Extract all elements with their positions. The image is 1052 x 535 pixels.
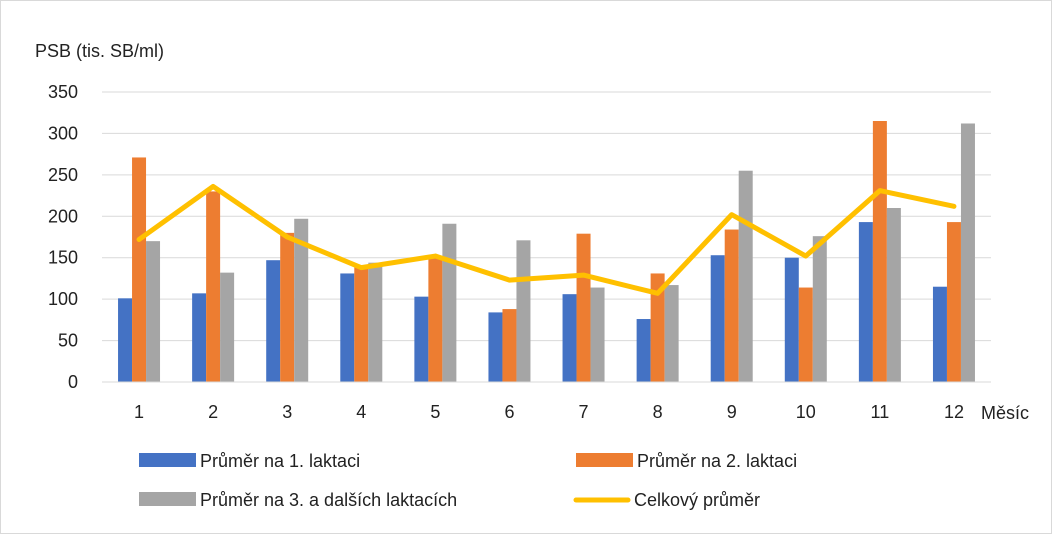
- y-tick-label: 0: [68, 372, 78, 392]
- bar-1-month-2: [192, 293, 207, 382]
- bar-2-month-4: [354, 266, 369, 382]
- y-tick-label: 300: [48, 123, 78, 143]
- bar-layer: [118, 121, 975, 382]
- legend-bar-swatch: [576, 453, 633, 467]
- bar-2-month-1: [132, 157, 147, 382]
- legend-label: Průměr na 1. laktaci: [200, 451, 360, 471]
- bar-2-month-7: [576, 233, 591, 382]
- bar-3-month-11: [886, 208, 901, 382]
- bar-2-month-5: [428, 257, 443, 382]
- bar-1-month-5: [414, 296, 429, 382]
- bar-2-month-3: [280, 232, 295, 382]
- x-tick-label: 10: [796, 402, 816, 422]
- x-tick-label: 5: [430, 402, 440, 422]
- bar-3-month-5: [442, 223, 457, 382]
- y-tick-label: 200: [48, 206, 78, 226]
- bar-1-month-3: [266, 260, 281, 382]
- x-axis-label: Měsíc: [981, 403, 1029, 423]
- bar-3-month-3: [294, 218, 309, 382]
- x-tick-label: 6: [504, 402, 514, 422]
- bar-1-month-7: [562, 294, 577, 382]
- legend-bar-swatch: [139, 492, 196, 506]
- bar-2-month-10: [798, 287, 813, 382]
- x-tick-label: 2: [208, 402, 218, 422]
- grid-layer: [102, 91, 991, 383]
- x-tick-label: 12: [944, 402, 964, 422]
- legend-label: Průměr na 3. a dalších laktacích: [200, 490, 457, 510]
- x-tick-label: 7: [579, 402, 589, 422]
- bar-3-month-2: [220, 272, 235, 382]
- x-tick-label: 1: [134, 402, 144, 422]
- x-tick-label: 3: [282, 402, 292, 422]
- bar-3-month-8: [664, 285, 679, 382]
- bar-1-month-12: [932, 286, 947, 382]
- bar-1-month-10: [784, 257, 799, 382]
- x-tick-label: 4: [356, 402, 366, 422]
- legend-layer: Průměr na 1. laktaci Průměr na 2. laktaci…: [139, 451, 797, 510]
- y-tick-label: 100: [48, 289, 78, 309]
- bar-2-month-9: [724, 229, 739, 382]
- bar-2-month-11: [872, 121, 887, 382]
- bar-3-month-1: [146, 241, 161, 382]
- legend-bar-swatch: [139, 453, 196, 467]
- y-tick-label: 350: [48, 82, 78, 102]
- bar-3-month-4: [368, 262, 383, 382]
- bar-3-month-7: [590, 287, 605, 382]
- x-tick-label: 8: [653, 402, 663, 422]
- bar-1-month-6: [488, 312, 503, 382]
- bar-1-month-1: [118, 298, 133, 382]
- bar-2-month-2: [206, 191, 221, 382]
- bar-3-month-12: [960, 123, 975, 382]
- bar-3-month-6: [516, 240, 531, 382]
- legend-label: Celkový průměr: [634, 490, 760, 510]
- y-tick-label: 150: [48, 248, 78, 268]
- legend-label: Průměr na 2. laktaci: [637, 451, 797, 471]
- x-tick-label: 11: [871, 402, 890, 422]
- bar-1-month-11: [858, 222, 873, 382]
- y-tick-label: 250: [48, 165, 78, 185]
- bar-2-month-6: [502, 309, 517, 382]
- bar-3-month-10: [812, 236, 827, 382]
- bar-1-month-4: [340, 273, 355, 382]
- bar-3-month-9: [738, 170, 753, 382]
- bar-2-month-12: [946, 222, 961, 382]
- bar-1-month-9: [710, 255, 725, 382]
- x-tick-label: 9: [727, 402, 737, 422]
- line-series-celkovy-prumer: [136, 183, 957, 296]
- line-layer: [136, 183, 957, 296]
- bar-2-month-8: [650, 273, 665, 382]
- y-tick-label: 50: [58, 331, 78, 351]
- y-axis-label: PSB (tis. SB/ml): [35, 41, 164, 61]
- bar-1-month-8: [636, 319, 651, 382]
